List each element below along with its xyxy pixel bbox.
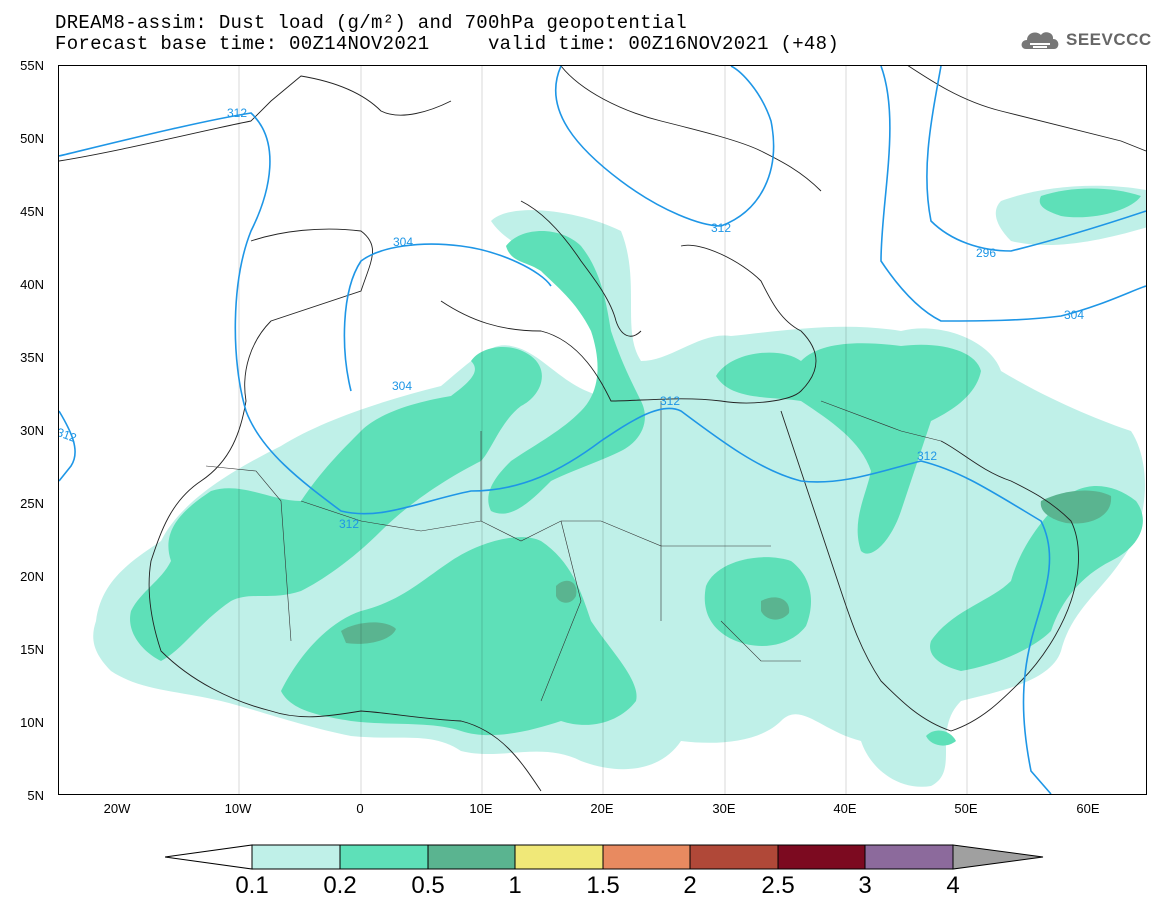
lon-label-0: 0	[356, 801, 364, 816]
colorbar-over	[952, 844, 1044, 870]
contour-label: 312	[711, 221, 731, 235]
contour-label: 312	[227, 106, 247, 120]
lon-label-40e: 40E	[833, 801, 857, 816]
colorbar-seg-8	[864, 844, 954, 870]
colorbar-seg-2	[339, 844, 429, 870]
lat-label-20n: 20N	[20, 569, 44, 584]
graticule	[238, 66, 968, 794]
colorbar-under	[165, 844, 253, 870]
logo-text: SEEVCCC	[1066, 30, 1152, 49]
lon-label-20w: 20W	[103, 801, 131, 816]
lat-label-10n: 10N	[20, 715, 44, 730]
forecast-time-line: Forecast base time: 00Z14NOV2021 valid t…	[55, 33, 840, 55]
colorbar-label: 3	[858, 872, 872, 899]
colorbar-seg-1	[251, 844, 341, 870]
contour-labels: 312 312 304 304 312 312 312 312 296 304	[59, 106, 1084, 531]
contour-label: 304	[393, 235, 413, 249]
lat-label-15n: 15N	[20, 642, 44, 657]
colorbar-seg-6	[689, 844, 779, 870]
lat-label-25n: 25N	[20, 496, 44, 511]
colorbar-label: 2	[683, 872, 697, 899]
dust-field-mid	[130, 188, 1143, 746]
cloud-icon	[1021, 32, 1059, 49]
lat-label-55n: 55N	[20, 58, 44, 73]
dust-load-map: 312 312 304 304 312 312 312 312 296 304	[58, 65, 1147, 795]
map-title: DREAM8-assim: Dust load (g/m²) and 700hP…	[55, 12, 687, 34]
lon-label-30e: 30E	[712, 801, 736, 816]
contour-label: 312	[660, 394, 680, 408]
colorbar-seg-5	[602, 844, 691, 870]
colorbar	[165, 844, 1044, 870]
lon-label-20e: 20E	[590, 801, 614, 816]
lat-label-45n: 45N	[20, 204, 44, 219]
colorbar-label: 2.5	[761, 872, 795, 899]
coastlines	[59, 66, 1146, 792]
lat-label-30n: 30N	[20, 423, 44, 438]
colorbar-label: 0.1	[235, 872, 269, 899]
colorbar-label: 4	[946, 872, 960, 899]
lat-label-40n: 40N	[20, 277, 44, 292]
contour-label: 312	[59, 425, 79, 445]
lon-label-50e: 50E	[954, 801, 978, 816]
lat-label-35n: 35N	[20, 350, 44, 365]
colorbar-label: 0.5	[411, 872, 445, 899]
lon-label-10e: 10E	[469, 801, 493, 816]
contour-label: 296	[976, 246, 996, 260]
dust-field-high	[341, 490, 1112, 644]
contour-label: 304	[1064, 308, 1084, 322]
contour-label: 304	[392, 379, 412, 393]
seevccc-logo: SEEVCCC	[1018, 27, 1152, 53]
colorbar-seg-7	[777, 844, 866, 870]
contour-label: 312	[917, 449, 937, 463]
geopotential-contours	[59, 66, 1146, 794]
lat-label-5n: 5N	[27, 788, 44, 803]
contour-label: 312	[339, 517, 359, 531]
lon-label-10w: 10W	[224, 801, 252, 816]
colorbar-label: 1	[508, 872, 522, 899]
colorbar-seg-3	[427, 844, 516, 870]
map-canvas: 312 312 304 304 312 312 312 312 296 304	[59, 66, 1146, 794]
colorbar-label: 1.5	[586, 872, 620, 899]
colorbar-seg-4	[514, 844, 604, 870]
borders	[205, 400, 942, 702]
colorbar-label: 0.2	[323, 872, 357, 899]
lat-label-50n: 50N	[20, 131, 44, 146]
lon-label-60e: 60E	[1076, 801, 1100, 816]
